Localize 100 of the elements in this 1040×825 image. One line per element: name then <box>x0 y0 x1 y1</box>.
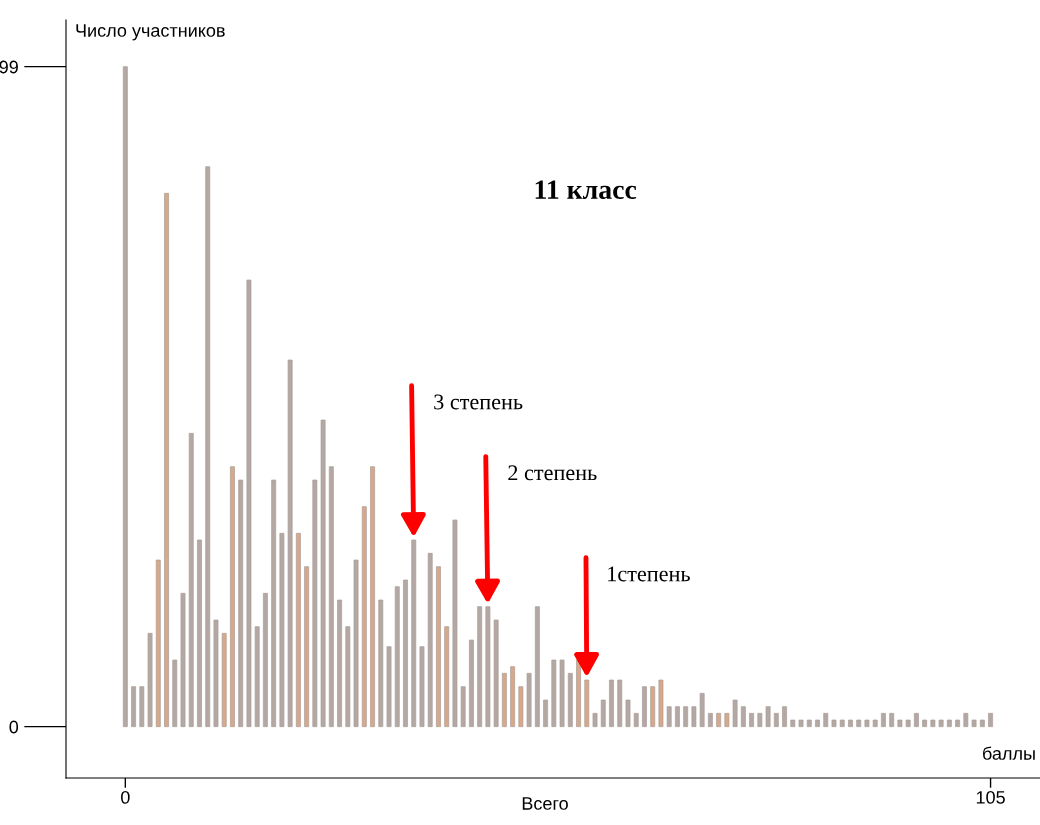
bar <box>576 659 581 728</box>
bar <box>469 639 474 728</box>
bar <box>444 626 450 728</box>
bar <box>584 679 590 728</box>
bar <box>872 719 878 728</box>
bar <box>328 466 334 728</box>
bar <box>757 712 763 728</box>
bar <box>180 592 186 728</box>
bar <box>164 192 169 728</box>
bar <box>353 559 359 728</box>
bar <box>642 686 647 728</box>
bar <box>147 632 153 728</box>
bar <box>592 712 598 728</box>
bar <box>691 706 697 728</box>
bar <box>823 712 829 728</box>
bar <box>238 479 244 728</box>
bar <box>675 706 680 728</box>
bar <box>188 432 194 728</box>
bar <box>798 719 804 728</box>
bar <box>370 466 375 728</box>
bar <box>988 712 993 728</box>
bar <box>246 279 252 728</box>
annotation: 3 степень <box>434 394 523 410</box>
bar <box>938 719 944 728</box>
bar <box>716 712 722 728</box>
bar <box>271 479 277 728</box>
bar <box>749 712 754 728</box>
bar <box>221 632 227 728</box>
bar <box>361 506 367 728</box>
bar <box>534 606 540 728</box>
bar <box>930 719 936 728</box>
bar <box>848 719 853 728</box>
x-tick-label: 105 <box>976 790 1005 804</box>
bar <box>625 699 631 728</box>
bar <box>600 699 606 728</box>
bar <box>946 719 952 728</box>
text: 11 класс <box>535 180 637 200</box>
bar <box>378 599 384 728</box>
bar <box>543 699 548 728</box>
bar <box>477 606 483 728</box>
bar <box>394 586 400 728</box>
bar <box>295 532 301 728</box>
bar <box>765 706 771 728</box>
bar <box>633 712 639 728</box>
bar <box>732 699 738 728</box>
bar <box>493 619 499 728</box>
bar <box>230 466 235 728</box>
bar <box>897 719 903 728</box>
bar <box>551 659 557 728</box>
bar <box>320 419 326 728</box>
bar <box>707 712 713 728</box>
bar <box>122 66 128 728</box>
bar <box>979 719 985 728</box>
bar <box>913 712 919 728</box>
bar <box>971 719 977 728</box>
bar <box>254 626 260 728</box>
bar <box>666 706 672 728</box>
bar <box>312 479 318 728</box>
bar <box>839 719 845 728</box>
bar <box>905 719 911 728</box>
bar <box>411 539 417 728</box>
annotation: 2 степень <box>508 465 597 481</box>
bar <box>436 566 441 728</box>
bar <box>263 592 268 728</box>
bar <box>213 619 219 728</box>
bar <box>501 672 507 728</box>
bar <box>740 706 746 728</box>
bar <box>419 646 425 728</box>
bar <box>782 706 787 728</box>
bar <box>205 166 211 728</box>
bar <box>864 719 870 728</box>
bar <box>139 686 145 728</box>
bar <box>386 646 392 728</box>
bar <box>155 559 161 728</box>
text: Всего <box>522 797 568 810</box>
bar <box>617 679 623 728</box>
bar <box>567 672 573 728</box>
bar <box>699 692 705 728</box>
bar <box>790 719 796 728</box>
bar <box>889 712 895 728</box>
bar <box>460 686 466 728</box>
y-tick-label: 99 <box>0 60 18 74</box>
bar <box>526 672 532 728</box>
bar <box>172 659 178 728</box>
bar <box>773 712 779 728</box>
bar <box>856 719 862 728</box>
bar <box>304 566 310 728</box>
bar <box>831 719 837 728</box>
bar <box>658 679 664 728</box>
bar <box>955 719 961 728</box>
bar <box>683 706 689 728</box>
bar <box>279 532 285 728</box>
bar <box>963 712 969 728</box>
x-axis-title: баллы <box>983 746 1035 760</box>
bar <box>881 712 886 728</box>
bar <box>287 359 293 728</box>
bar <box>815 719 820 728</box>
bar <box>806 719 812 728</box>
bar <box>510 666 516 728</box>
bar <box>197 539 202 728</box>
